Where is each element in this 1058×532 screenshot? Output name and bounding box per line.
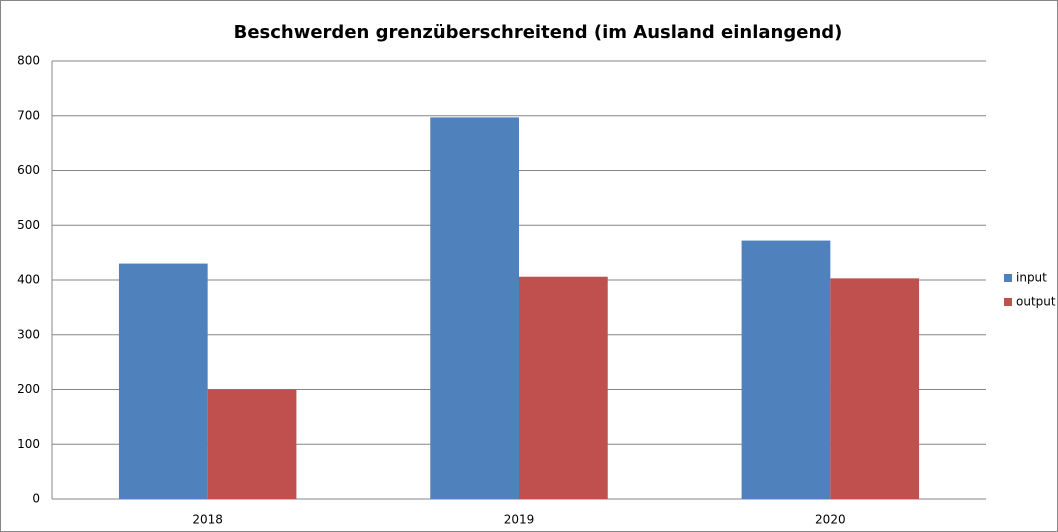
y-tick-label: 200 <box>17 382 40 396</box>
legend-label: output <box>1016 295 1056 309</box>
y-tick-label: 600 <box>17 163 40 177</box>
chart-title: Beschwerden grenzüberschreitend (im Ausl… <box>234 22 843 43</box>
bar <box>118 263 208 499</box>
y-tick-label: 700 <box>17 108 40 122</box>
y-tick-label: 400 <box>17 273 40 287</box>
bar <box>830 278 920 499</box>
bar <box>430 117 519 499</box>
legend-swatch <box>1004 274 1012 282</box>
x-tick-label: 2018 <box>192 513 223 527</box>
legend-swatch <box>1004 298 1012 306</box>
y-tick-label: 500 <box>17 218 40 232</box>
y-tick-label: 100 <box>17 437 40 451</box>
y-tick-label: 300 <box>17 327 40 341</box>
y-tick-label: 0 <box>32 492 40 506</box>
legend-label: input <box>1016 271 1047 285</box>
y-tick-label: 800 <box>17 54 40 68</box>
x-tick-label: 2020 <box>815 513 846 527</box>
bar <box>207 389 297 499</box>
x-tick-label: 2019 <box>504 513 535 527</box>
bar <box>519 276 608 499</box>
bar <box>741 240 831 499</box>
